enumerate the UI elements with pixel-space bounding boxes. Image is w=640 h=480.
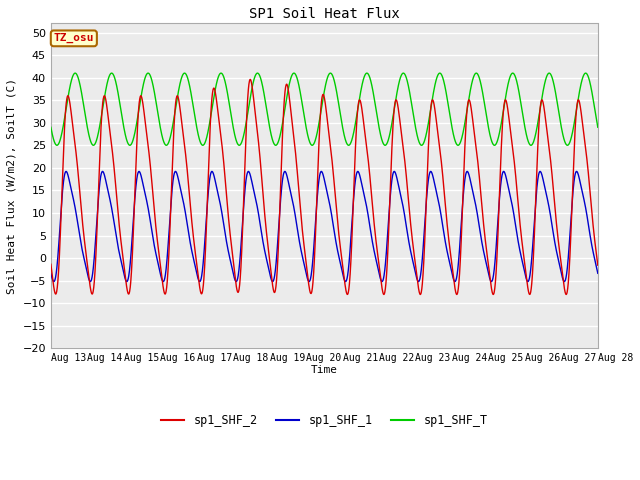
sp1_SHF_2 <box>246 76 254 82</box>
sp1_SHF_2 <box>525 288 532 294</box>
sp1_SHF_1 <box>109 215 117 220</box>
sp1_SHF_1 <box>584 216 591 221</box>
sp1_SHF_T <box>257 76 265 82</box>
sp1_SHF_1 <box>305 279 313 285</box>
sp1_SHF_1 <box>525 278 532 284</box>
sp1_SHF_1 <box>257 224 264 230</box>
sp1_SHF_1 <box>280 169 288 175</box>
sp1_SHF_T <box>594 124 602 130</box>
Line: sp1_SHF_2: sp1_SHF_2 <box>51 79 598 294</box>
sp1_SHF_2 <box>257 164 264 169</box>
sp1_SHF_T <box>525 139 532 145</box>
sp1_SHF_1 <box>594 270 602 276</box>
sp1_SHF_1 <box>317 168 325 174</box>
sp1_SHF_1 <box>47 270 54 276</box>
sp1_SHF_T <box>236 143 243 148</box>
sp1_SHF_1 <box>142 193 150 199</box>
sp1_SHF_T <box>281 108 289 113</box>
sp1_SHF_T <box>217 70 225 76</box>
Y-axis label: Soil Heat Flux (W/m2), SoilT (C): Soil Heat Flux (W/m2), SoilT (C) <box>7 78 17 294</box>
Line: sp1_SHF_1: sp1_SHF_1 <box>51 171 598 282</box>
sp1_SHF_2 <box>584 161 591 167</box>
Text: TZ_osu: TZ_osu <box>54 33 94 44</box>
sp1_SHF_2 <box>109 156 117 162</box>
Title: SP1 Soil Heat Flux: SP1 Soil Heat Flux <box>249 7 400 21</box>
sp1_SHF_2 <box>47 261 54 267</box>
sp1_SHF_T <box>142 73 150 79</box>
X-axis label: Time: Time <box>311 364 338 374</box>
Line: sp1_SHF_T: sp1_SHF_T <box>51 73 598 145</box>
sp1_SHF_T <box>584 72 591 78</box>
sp1_SHF_2 <box>281 95 289 100</box>
sp1_SHF_2 <box>142 123 150 129</box>
sp1_SHF_2 <box>344 291 351 297</box>
Legend: sp1_SHF_2, sp1_SHF_1, sp1_SHF_T: sp1_SHF_2, sp1_SHF_1, sp1_SHF_T <box>156 409 493 432</box>
sp1_SHF_2 <box>594 263 602 268</box>
sp1_SHF_T <box>47 124 54 130</box>
sp1_SHF_T <box>109 72 117 77</box>
